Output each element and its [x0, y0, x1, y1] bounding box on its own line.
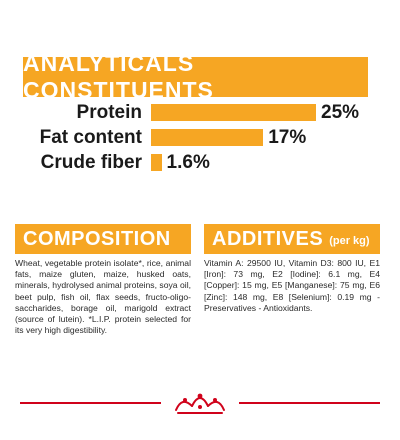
additives-text: Vitamin A: 29500 IU, Vitamin D3: 800 IU,…: [204, 258, 380, 313]
composition-banner: COMPOSITION: [15, 224, 191, 254]
composition-text: Wheat, vegetable protein isolate*, rice,…: [15, 258, 191, 336]
nutrient-bar: [151, 104, 316, 121]
composition-title: COMPOSITION: [23, 227, 171, 250]
nutrient-label: Crude fiber: [40, 152, 142, 173]
footer-line-right: [239, 402, 380, 404]
nutrient-value: 17%: [268, 127, 307, 148]
nutrient-label: Fat content: [39, 127, 142, 148]
additives-banner: ADDITIVES (per kg): [204, 224, 380, 254]
analytics-title: ANALYTICALS CONSTITUENTS: [23, 50, 214, 103]
analytics-banner: ANALYTICALS CONSTITUENTS: [23, 50, 368, 103]
nutrient-value: 25%: [321, 102, 360, 123]
footer-line-left: [20, 402, 161, 404]
nutrient-row-fat: Fat content 17%: [0, 124, 400, 152]
additives-unit: (per kg): [329, 235, 370, 247]
nutrient-row-fiber: Crude fiber 1.6%: [0, 149, 400, 177]
nutrient-label: Protein: [76, 102, 142, 123]
additives-title: ADDITIVES: [212, 227, 324, 250]
nutrient-row-protein: Protein 25%: [0, 99, 400, 127]
nutrient-value: 1.6%: [166, 152, 210, 173]
royal-canin-crown-icon: [161, 386, 239, 420]
nutrient-bar: [151, 129, 264, 146]
nutrient-bar: [151, 154, 162, 171]
